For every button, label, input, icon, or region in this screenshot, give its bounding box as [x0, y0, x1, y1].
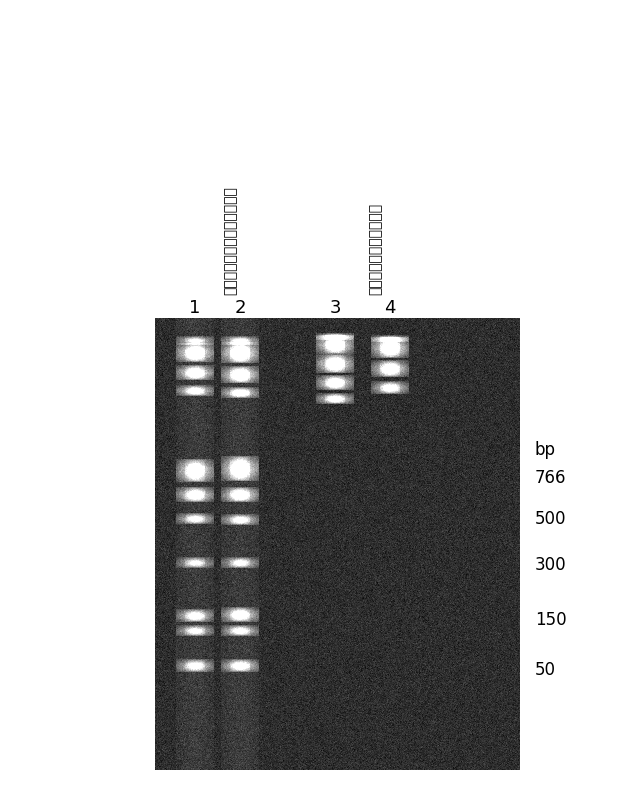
Text: 150: 150: [535, 611, 566, 629]
Text: パッケージされた不完全頭部: パッケージされた不完全頭部: [223, 186, 237, 295]
Text: 500: 500: [535, 510, 566, 528]
Text: 766: 766: [535, 469, 566, 487]
Text: 50: 50: [535, 661, 556, 679]
Text: コントロール不完全頭部: コントロール不完全頭部: [368, 203, 382, 295]
Text: 3: 3: [329, 299, 340, 317]
Text: bp: bp: [535, 441, 556, 459]
Text: 300: 300: [535, 556, 566, 574]
Text: 4: 4: [384, 299, 396, 317]
Text: 2: 2: [234, 299, 246, 317]
Text: 1: 1: [189, 299, 201, 317]
